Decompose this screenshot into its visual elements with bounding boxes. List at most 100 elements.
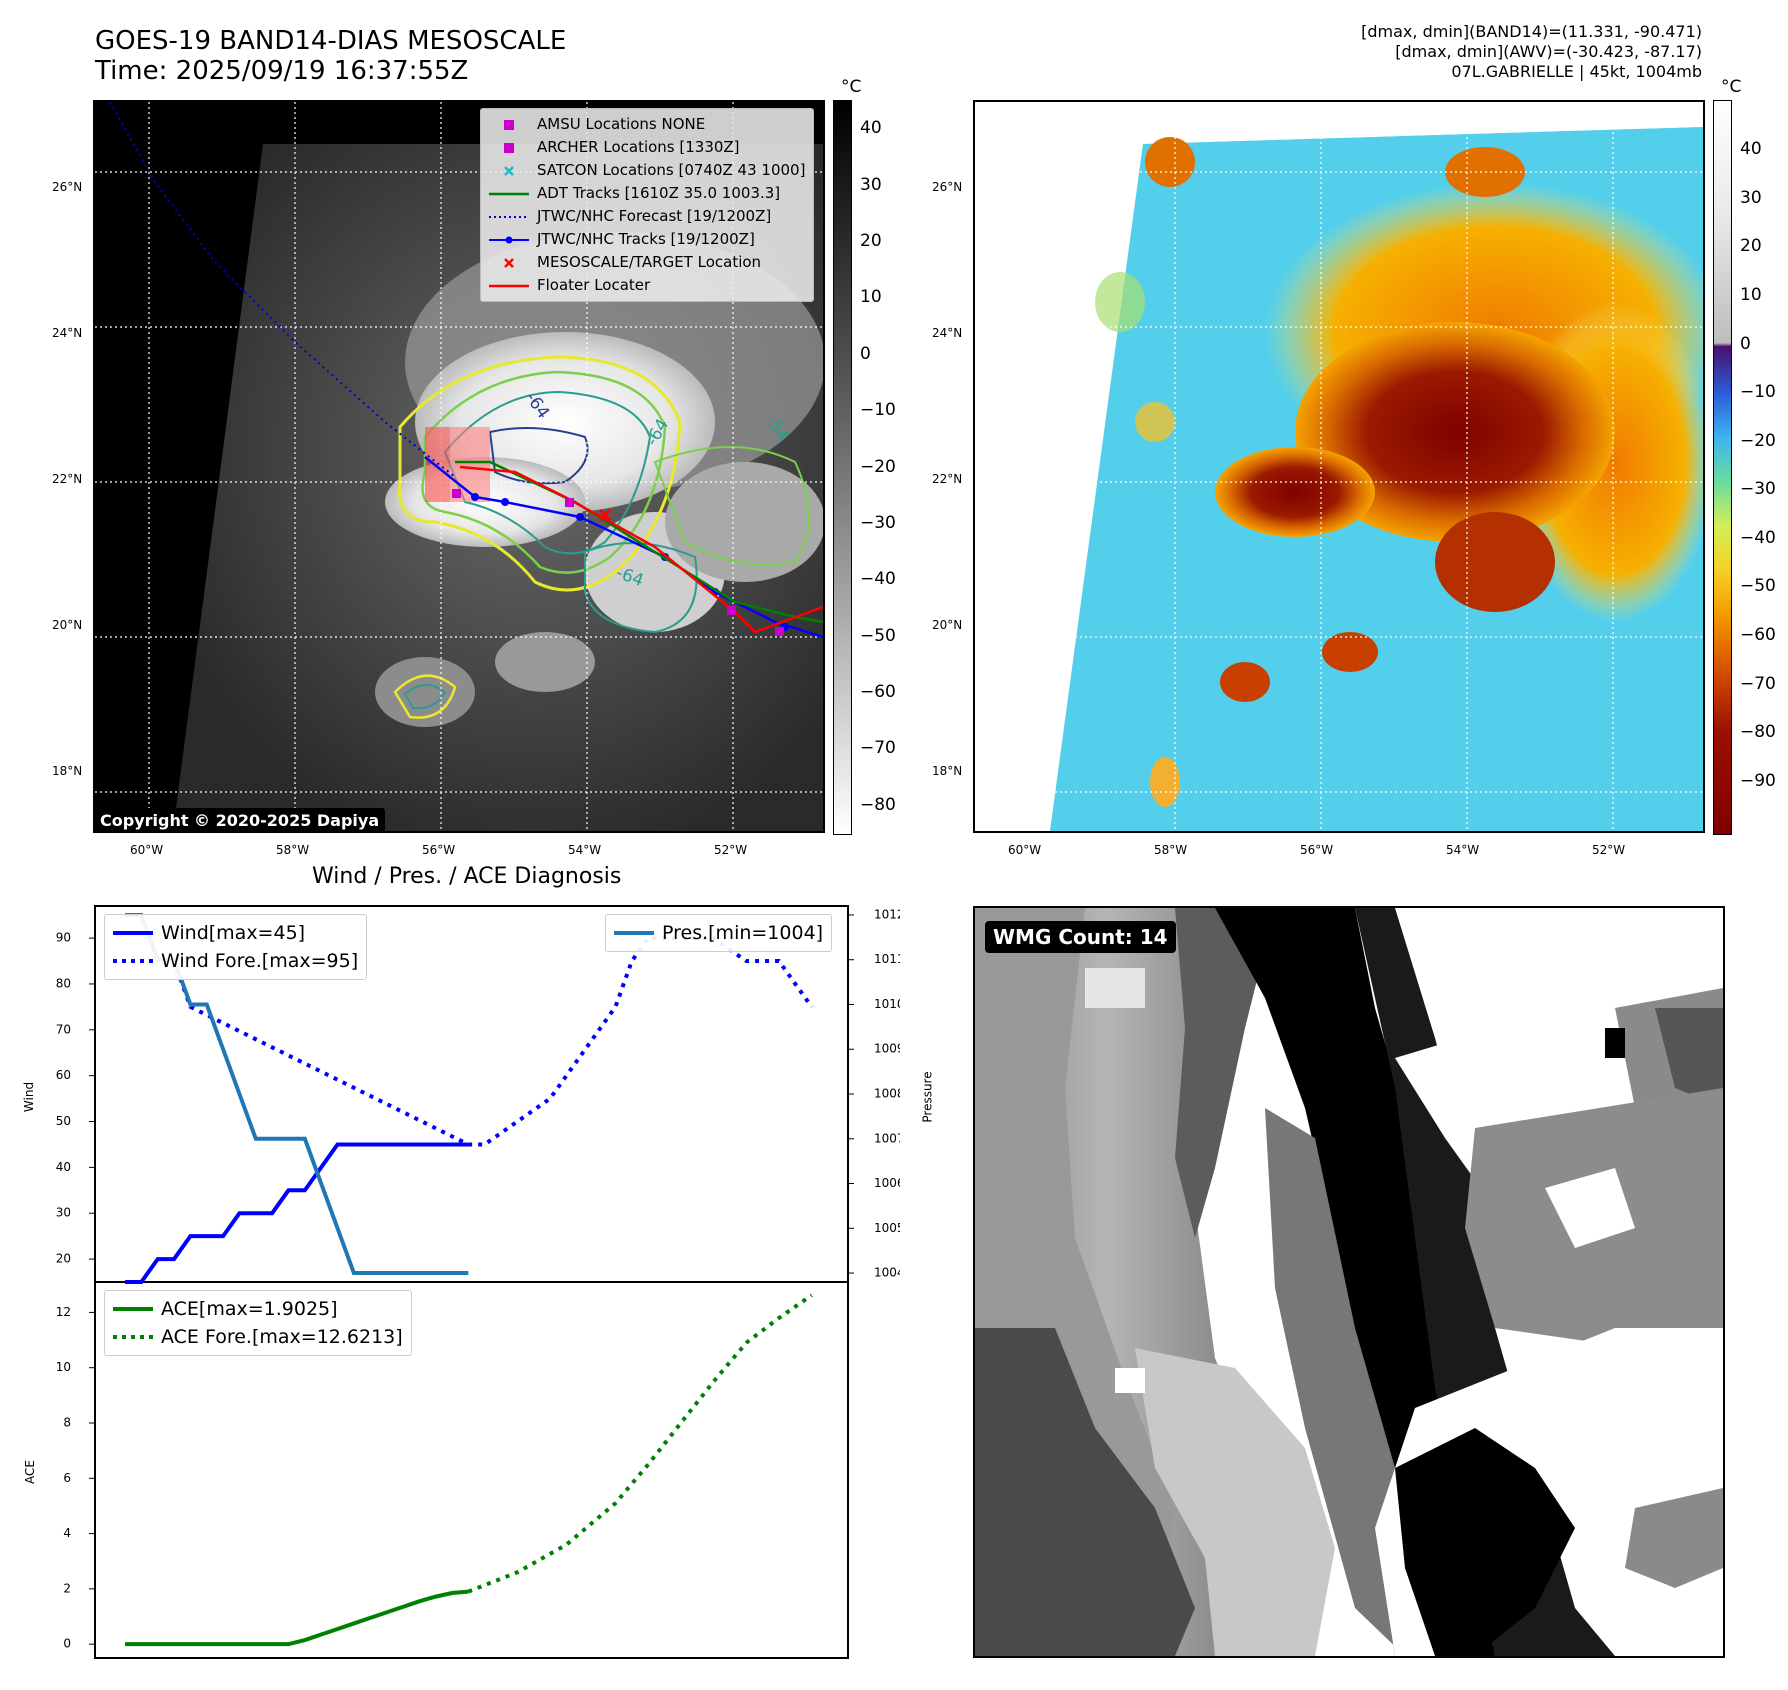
lon-label: 60°W [1008,843,1042,857]
ace-tick-label: 0 [63,1637,71,1651]
lat-label: 26°N [52,180,83,194]
legend-ace: ACE[max=1.9025] [113,1295,403,1323]
gray-colorbar-tick: −10 [860,400,896,421]
square-marker-icon [489,115,529,135]
lat-label: 20°N [932,618,963,632]
x-marker-icon [489,161,529,181]
pressure-axis-label: Pressure [920,1071,935,1123]
wmg-panel [973,906,1725,1658]
gray-colorbar-tick: −30 [860,512,896,533]
pressure-tick-label: 1007 [874,1131,900,1145]
legend-adt-label: ADT Tracks [1610Z 35.0 1003.3] [537,184,781,202]
gray-colorbar-tick: 20 [860,230,882,251]
ace-tick-label: 12 [56,1305,71,1319]
legend-wind-fore: Wind Fore.[max=95] [113,947,358,975]
colorbar-unit: °C [841,77,862,97]
pressure-tick-label: 1008 [874,1087,900,1101]
dotted-line-icon [113,951,153,971]
legend-ace-fore-label: ACE Fore.[max=12.6213] [161,1326,403,1348]
wind-axis-label: Wind [22,1081,37,1113]
wind-tick-label: 30 [56,1206,71,1220]
line-icon [489,184,529,204]
figure-title: GOES-19 BAND14-DIAS MESOSCALE Time: 2025… [95,26,566,86]
legend-floater-label: Floater Locater [537,276,651,294]
legend-pres-label: Pres.[min=1004] [662,922,824,944]
legend-tracks-label: JTWC/NHC Tracks [19/1200Z] [537,230,755,248]
wind-tick-label: 70 [56,1022,71,1036]
color-colorbar-tick: −40 [1740,527,1776,548]
lon-label: 52°W [714,843,748,857]
gray-colorbar-tick: −60 [860,682,896,703]
pressure-line [125,912,469,1276]
map-graticule [975,102,1703,831]
wmg-count-badge: WMG Count: 14 [985,921,1176,953]
gray-colorbar-tick: 0 [860,343,871,364]
legend-pres: Pres.[min=1004] [614,919,823,947]
ace-forecast-line [467,1293,813,1594]
ace-tick-label: 4 [63,1526,71,1540]
wind-tick-label: 90 [56,931,71,945]
ace-legend: ACE[max=1.9025] ACE Fore.[max=12.6213] [104,1290,412,1356]
legend-satcon-label: SATCON Locations [0740Z 43 1000] [537,161,806,179]
wind-tick-label: 40 [56,1160,71,1174]
lat-label: 24°N [52,326,83,340]
legend-amsu-label: AMSU Locations NONE [537,115,706,133]
legend-target: MESOSCALE/TARGET Location [489,251,805,274]
colorbar-unit: °C [1721,77,1742,97]
gray-colorbar-tick: −70 [860,738,896,759]
color-colorbar-tick: 20 [1740,236,1762,257]
legend-floater: Floater Locater [489,274,805,297]
wind-tick-label: 60 [56,1068,71,1082]
lon-label: 56°W [1300,843,1334,857]
line-dot-icon [489,230,529,250]
line-icon [489,276,529,296]
wind-tick-label: 20 [56,1252,71,1266]
color-colorbar-tick: 10 [1740,285,1762,305]
ace-tick-label: 2 [63,1581,71,1595]
lon-label: 54°W [568,843,602,857]
color-colorbar-tick: −60 [1740,625,1776,645]
wind-tick-label: 80 [56,976,71,990]
legend-ace-fore: ACE Fore.[max=12.6213] [113,1323,403,1351]
figure-title-line2: Time: 2025/09/19 16:37:55Z [95,56,469,86]
archer-points [452,489,784,636]
gray-colorbar-tick: −20 [860,456,896,477]
legend-archer: ARCHER Locations [1330Z] [489,136,805,159]
figure-title-line1: GOES-19 BAND14-DIAS MESOSCALE [95,26,567,56]
pressure-tick-label: 1010 [874,997,900,1011]
ace-tick-label: 6 [63,1471,71,1485]
color-colorbar-tick: −50 [1740,576,1776,597]
pressure-tick-label: 1005 [874,1221,900,1235]
color-colorbar-tick: −70 [1740,673,1776,694]
legend-archer-label: ARCHER Locations [1330Z] [537,138,740,156]
lat-label: 24°N [932,326,963,340]
ace-tick-label: 8 [63,1416,71,1430]
lon-label: 56°W [422,843,456,857]
ir-color-imagery [975,102,1703,831]
color-colorbar-tick: 30 [1740,187,1762,208]
pressure-tick-label: 1004 [874,1266,900,1280]
best-track [424,456,823,639]
lon-label: 52°W [1592,843,1626,857]
wind-legend: Wind[max=45] Wind Fore.[max=95] [104,914,368,980]
ace-tick-label: 10 [56,1360,71,1374]
lat-label: 22°N [52,472,83,486]
x-marker-icon [489,253,529,273]
lat-label: 26°N [932,180,963,194]
lon-label: 54°W [1446,843,1480,857]
gray-colorbar-tick: 30 [860,174,882,195]
lat-label: 18°N [932,764,963,778]
lon-label: 58°W [1154,843,1188,857]
legend-wind-label: Wind[max=45] [161,922,306,944]
pressure-tick-label: 1009 [874,1042,900,1056]
pressure-tick-label: 1012 [874,907,900,921]
color-colorbar-tick: −90 [1740,770,1776,791]
color-colorbar-tick: −80 [1740,722,1776,743]
ace-observed-line [125,1589,469,1647]
pressure-tick-label: 1006 [874,1176,900,1190]
awv-range: [dmax, dmin](AWV)=(-30.423, -87.17) [1395,42,1702,61]
lon-label: 60°W [130,843,164,857]
legend-amsu: AMSU Locations NONE [489,113,805,136]
wind-tick-label: 50 [56,1114,71,1128]
